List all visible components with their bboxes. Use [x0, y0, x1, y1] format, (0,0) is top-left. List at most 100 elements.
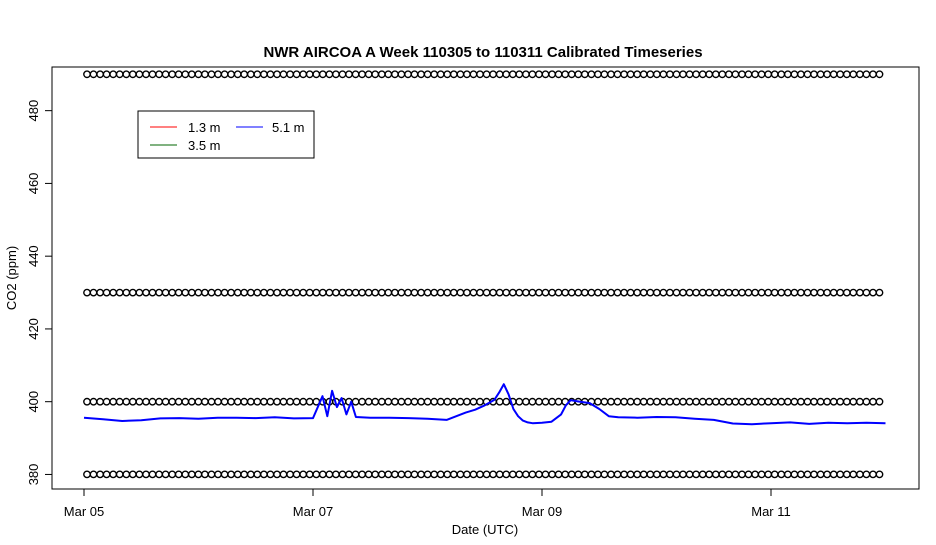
- marker-point: [528, 470, 537, 479]
- marker-point: [679, 70, 687, 79]
- marker-point: [299, 288, 308, 297]
- marker-point: [679, 397, 687, 406]
- marker-point: [148, 70, 157, 79]
- chart-title: NWR AIRCOA A Week 110305 to 110311 Calib…: [263, 44, 702, 61]
- marker-point: [325, 70, 334, 79]
- marker-point: [200, 470, 209, 479]
- marker-point: [220, 288, 229, 297]
- marker-point: [174, 70, 183, 79]
- marker-point: [698, 288, 707, 297]
- marker-point: [580, 470, 589, 479]
- marker-point: [508, 288, 517, 297]
- marker-point: [187, 288, 196, 297]
- y-tick-label: 380: [26, 464, 41, 486]
- marker-point: [109, 288, 118, 297]
- marker-point: [286, 288, 294, 297]
- marker-point: [109, 470, 118, 479]
- marker-point: [692, 70, 700, 79]
- marker-point: [292, 397, 301, 406]
- marker-point: [652, 288, 661, 297]
- legend-box: [137, 110, 315, 159]
- marker-point: [390, 397, 399, 406]
- marker-point: [705, 470, 714, 479]
- marker-point: [515, 70, 524, 79]
- marker-point: [810, 288, 818, 297]
- marker-point: [423, 70, 432, 79]
- marker-point: [777, 288, 786, 297]
- marker-point: [731, 288, 740, 297]
- marker-point: [535, 288, 543, 297]
- marker-point: [711, 470, 720, 479]
- marker-point: [495, 70, 504, 79]
- marker-point: [194, 470, 203, 479]
- marker-point: [410, 397, 419, 406]
- marker-point: [318, 288, 327, 297]
- series-line-5-1-m: [83, 383, 886, 426]
- marker-point: [181, 288, 190, 297]
- marker-point: [698, 70, 707, 79]
- marker-point: [312, 288, 321, 297]
- marker-point: [227, 470, 236, 479]
- marker-point: [128, 70, 137, 79]
- marker-point: [135, 288, 144, 297]
- marker-point: [305, 470, 314, 479]
- marker-point: [810, 397, 818, 406]
- x-axis: Mar 05 Mar 07 Mar 09 Mar 11: [64, 488, 791, 519]
- marker-point: [856, 397, 864, 406]
- marker-point: [823, 288, 831, 297]
- marker-point: [266, 288, 275, 297]
- marker-point: [803, 470, 812, 479]
- marker-point: [233, 470, 242, 479]
- marker-point: [135, 470, 144, 479]
- marker-point: [711, 288, 720, 297]
- marker-point: [462, 397, 471, 406]
- marker-point: [620, 70, 628, 79]
- marker-point: [783, 397, 792, 406]
- marker-point: [620, 397, 628, 406]
- marker-point: [587, 70, 596, 79]
- marker-point: [115, 397, 124, 406]
- marker-point: [371, 470, 380, 479]
- marker-point: [829, 397, 838, 406]
- marker-point: [685, 470, 694, 479]
- marker-point: [364, 70, 373, 79]
- marker-point: [842, 288, 851, 297]
- series-group: [83, 383, 886, 426]
- marker-point: [390, 288, 399, 297]
- marker-point: [423, 397, 432, 406]
- marker-point: [122, 288, 131, 297]
- y-axis: 380 400 420 440 460 480: [26, 100, 53, 486]
- marker-point: [220, 397, 229, 406]
- marker-point: [672, 397, 681, 406]
- marker-point: [816, 70, 825, 79]
- marker-point: [351, 70, 360, 79]
- marker-point: [757, 288, 766, 297]
- marker-point: [168, 70, 177, 79]
- marker-point: [358, 70, 366, 79]
- x-axis-label: Date (UTC): [452, 522, 518, 537]
- marker-point: [554, 288, 563, 297]
- marker-point: [161, 70, 170, 79]
- marker-point: [797, 470, 805, 479]
- marker-point: [207, 397, 216, 406]
- marker-point: [836, 397, 845, 406]
- marker-point: [331, 70, 340, 79]
- marker-point: [790, 288, 799, 297]
- marker-point: [751, 70, 759, 79]
- marker-point: [515, 288, 524, 297]
- marker-point: [502, 397, 511, 406]
- marker-point: [698, 397, 707, 406]
- marker-point: [744, 70, 753, 79]
- marker-point: [856, 288, 864, 297]
- legend: 1.3 m 3.5 m 5.1 m: [137, 110, 315, 159]
- marker-point: [797, 288, 805, 297]
- marker-point: [580, 70, 589, 79]
- marker-point: [731, 470, 740, 479]
- marker-point: [318, 470, 327, 479]
- marker-point: [633, 288, 642, 297]
- marker-point: [620, 470, 628, 479]
- marker-point: [345, 470, 353, 479]
- marker-point: [574, 70, 583, 79]
- marker-point: [240, 70, 249, 79]
- marker-point: [535, 397, 543, 406]
